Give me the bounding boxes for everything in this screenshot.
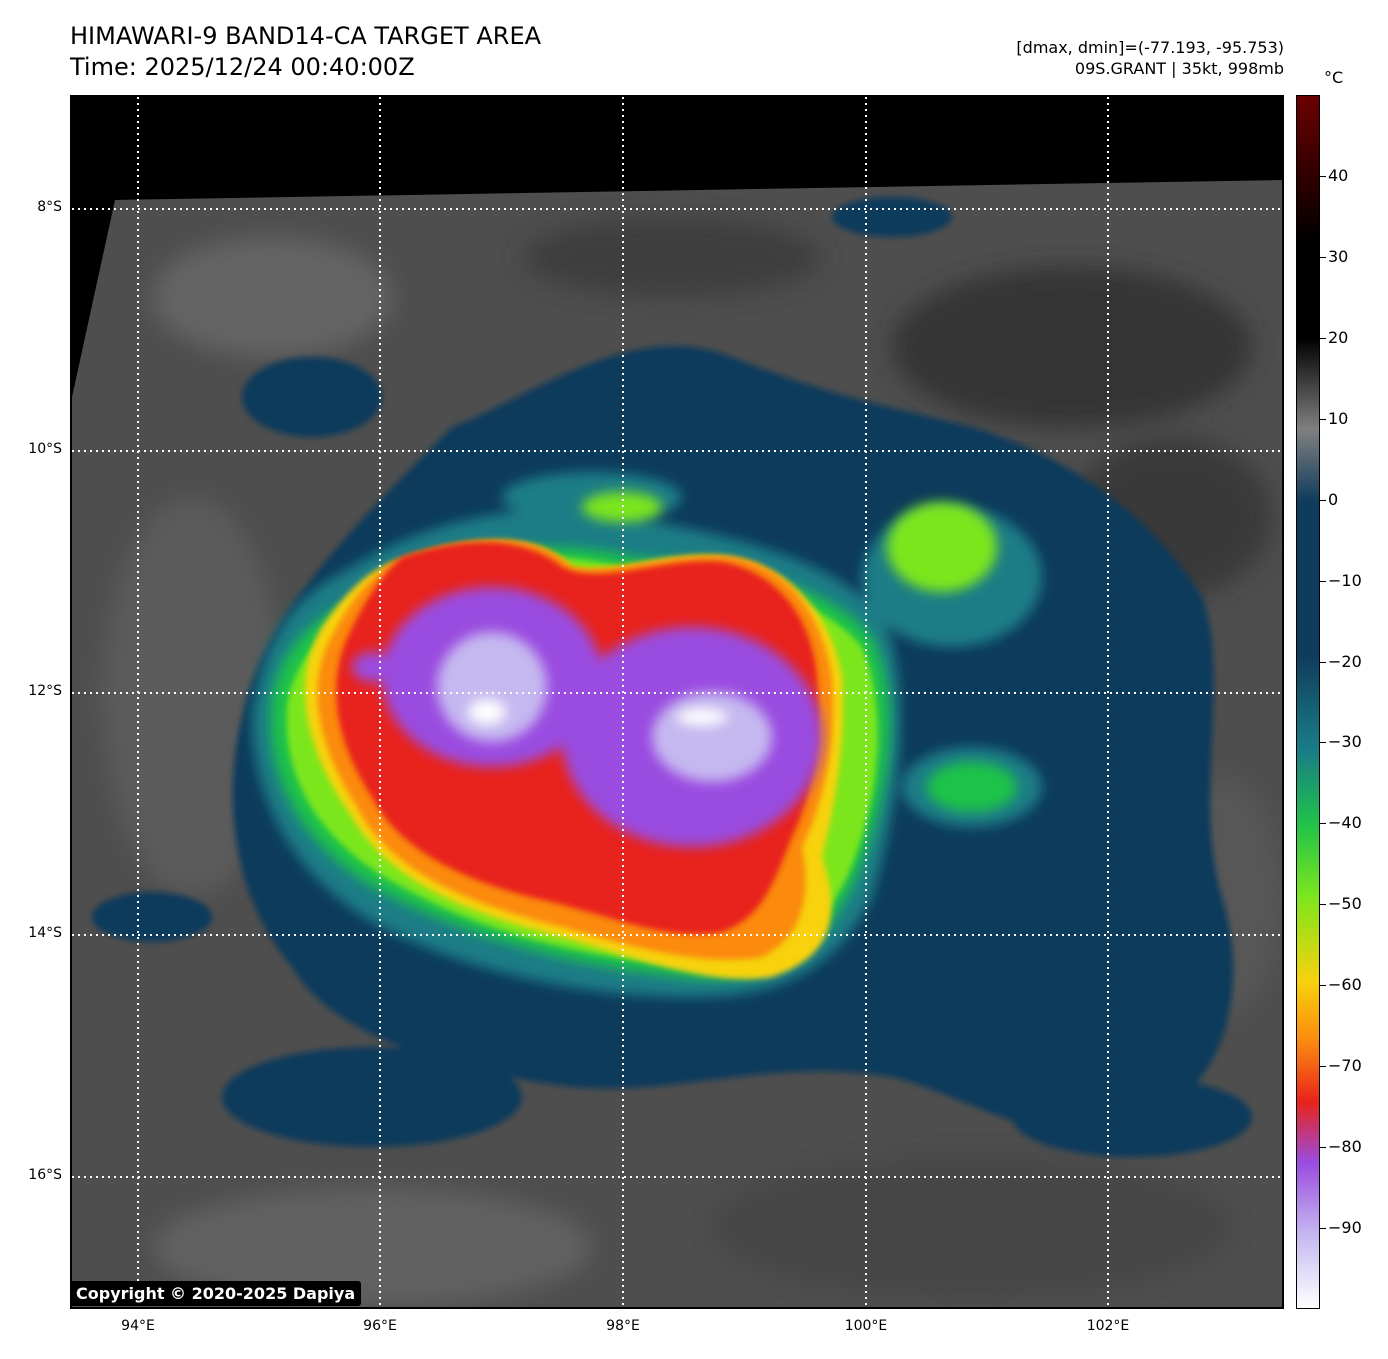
colorbar-tick-label: 40 [1328,165,1349,185]
lon-label-100e: 100°E [844,1318,888,1334]
colorbar-tick [1320,823,1326,825]
colorbar-tick [1320,1228,1326,1230]
colorbar-tick [1320,742,1326,744]
lon-label-102e: 102°E [1086,1318,1130,1334]
colorbar-tick-label: −80 [1328,1137,1362,1157]
colorbar [1296,95,1320,1309]
colorbar-tick [1320,580,1326,582]
storm-info: 09S.GRANT | 35kt, 998mb [1074,59,1284,78]
colorbar-tick-label: −50 [1328,894,1362,914]
colorbar-tick [1320,1066,1326,1068]
colorbar-tick-label: 20 [1328,327,1349,347]
colorbar-tick [1320,175,1326,177]
colorbar-tick-label: 30 [1328,246,1349,266]
lat-label-14s: 14°S [28,925,62,941]
colorbar-tick [1320,1147,1326,1149]
lon-label-94e: 94°E [121,1318,155,1334]
colorbar-tick-label: −30 [1328,732,1362,752]
map-time: Time: 2025/12/24 00:40:00Z [70,53,415,81]
temperature-range: [dmax, dmin]=(-77.193, -95.753) [1016,38,1284,57]
lat-label-12s: 12°S [28,683,62,699]
colorbar-tick-label: −70 [1328,1056,1362,1076]
colorbar-unit: °C [1324,68,1344,87]
colorbar-tick [1320,499,1326,501]
colorbar-tick [1320,256,1326,258]
lat-label-16s: 16°S [28,1167,62,1183]
lon-label-96e: 96°E [363,1318,397,1334]
colorbar-tick-label: 10 [1328,408,1349,428]
lon-label-98e: 98°E [606,1318,640,1334]
satellite-map [70,95,1284,1309]
map-title: HIMAWARI-9 BAND14-CA TARGET AREA [70,22,542,50]
colorbar-tick-label: −40 [1328,813,1362,833]
colorbar-tick-label: −60 [1328,975,1362,995]
colorbar-tick [1320,904,1326,906]
colorbar-tick [1320,337,1326,339]
colorbar-tick [1320,418,1326,420]
colorbar-tick-label: −90 [1328,1218,1362,1238]
colorbar-tick [1320,985,1326,987]
copyright-label: Copyright © 2020-2025 Dapiya [70,1281,362,1306]
colorbar-tick-label: −10 [1328,570,1362,590]
colorbar-tick-label: −20 [1328,651,1362,671]
colorbar-tick-label: 0 [1328,489,1339,509]
lat-label-10s: 10°S [28,441,62,457]
colorbar-tick [1320,661,1326,663]
lat-label-8s: 8°S [37,199,62,215]
